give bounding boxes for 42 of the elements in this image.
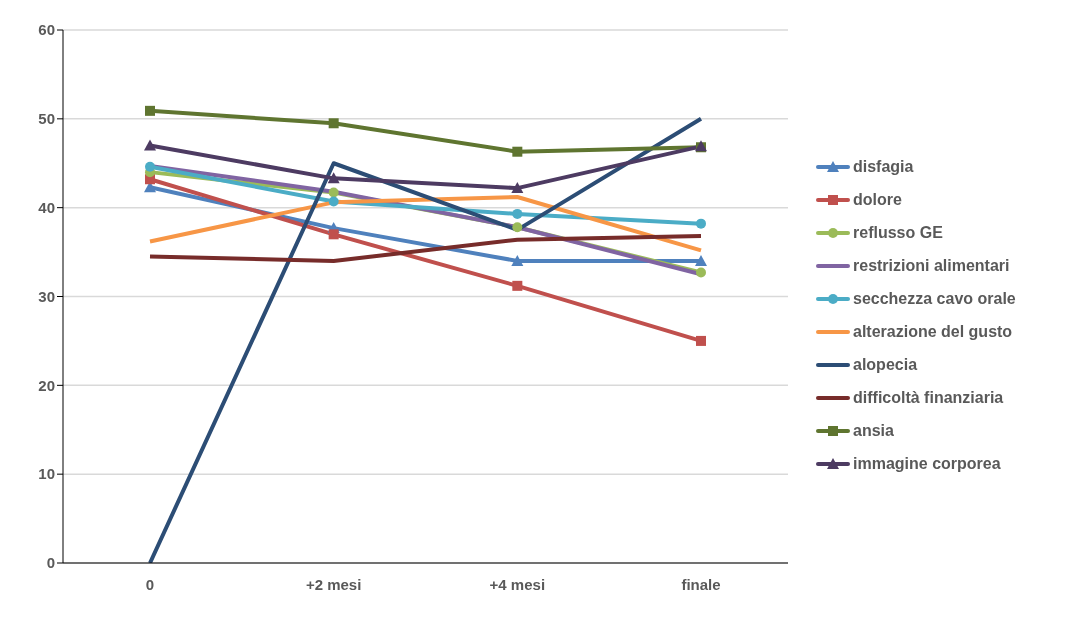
- y-tick-label: 0: [46, 554, 55, 572]
- x-tick-label: 0: [145, 575, 155, 593]
- legend-label: ansia: [853, 422, 894, 440]
- point: [328, 118, 339, 129]
- point: [328, 187, 339, 198]
- y-tick-label: 30: [38, 287, 55, 305]
- point: [145, 161, 155, 172]
- legend-label: restrizioni alimentari: [853, 257, 1010, 275]
- legend-label: difficoltà finanziaria: [853, 389, 1004, 407]
- point: [695, 254, 707, 266]
- x-tick-label: +4 mesi: [489, 575, 546, 593]
- point: [512, 146, 523, 157]
- point: [511, 254, 524, 266]
- point: [511, 182, 524, 194]
- legend-label: alterazione del gusto: [853, 323, 1013, 341]
- point: [696, 335, 706, 346]
- legend-label: secchezza cavo orale: [853, 290, 1016, 308]
- y-tick-label: 40: [38, 198, 55, 216]
- y-tick-label: 20: [38, 376, 55, 394]
- legend-label: dolore: [853, 191, 902, 209]
- line-series: [148, 234, 703, 263]
- line-series: [148, 116, 703, 563]
- legend-label: reflusso GE: [853, 224, 943, 242]
- legend-label: disfagia: [853, 158, 914, 176]
- point: [696, 218, 706, 229]
- point: [328, 229, 339, 240]
- point: [696, 267, 706, 278]
- point: [328, 196, 339, 207]
- point: [512, 280, 523, 291]
- point: [512, 208, 523, 219]
- point: [144, 139, 156, 151]
- point: [512, 222, 523, 233]
- legend-label: immagine corporea: [853, 455, 1001, 473]
- y-tick-label: 60: [38, 21, 55, 39]
- y-tick-label: 50: [38, 110, 55, 128]
- point: [327, 172, 340, 184]
- legend-label: alopecia: [853, 356, 918, 374]
- x-tick-label: finale: [681, 575, 721, 593]
- point: [145, 105, 155, 116]
- y-tick-label: 10: [38, 465, 55, 483]
- line-series: [148, 195, 703, 253]
- x-tick-label: +2 mesi: [305, 575, 362, 593]
